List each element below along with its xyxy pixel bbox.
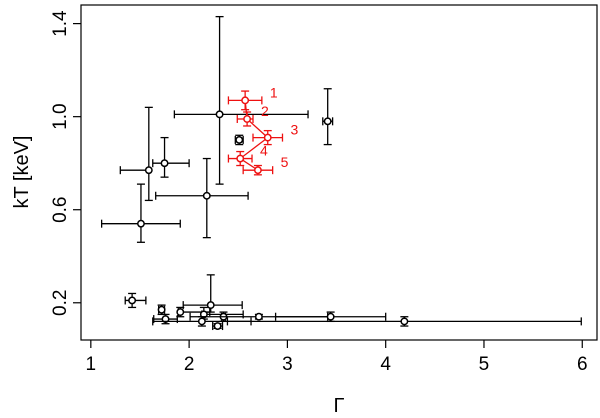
point-marker [254, 312, 263, 321]
data-point [212, 322, 224, 331]
x-axis-title: Γ [333, 395, 344, 417]
x-tick-label: 4 [380, 354, 391, 375]
point-marker [144, 166, 153, 175]
point-marker [137, 219, 145, 228]
data-point [274, 311, 387, 323]
point-marker [215, 110, 224, 119]
point-label: 1 [270, 84, 278, 100]
point-marker [197, 317, 206, 326]
y-tick-label: 0.2 [50, 290, 71, 316]
x-tick-label: 1 [86, 354, 97, 375]
point-marker [253, 166, 262, 175]
y-axis-title: kT [keV] [11, 136, 33, 209]
data-point [157, 304, 166, 316]
point-marker [236, 154, 245, 163]
data-point [100, 183, 181, 243]
point-marker [160, 159, 169, 168]
point-label: 2 [261, 103, 269, 119]
data-point [226, 316, 582, 327]
point-marker [161, 315, 170, 324]
point-label: 4 [260, 143, 268, 159]
data-point [322, 88, 334, 146]
x-tick-label: 2 [184, 354, 195, 375]
point-marker [241, 96, 250, 105]
point-label: 5 [281, 154, 289, 170]
data-point [155, 157, 249, 239]
point-marker [128, 296, 137, 305]
point-marker [176, 308, 185, 317]
point-marker [199, 310, 208, 319]
point-marker [323, 117, 332, 126]
x-tick-label: 6 [577, 354, 588, 375]
data-point [182, 274, 243, 313]
x-tick-label: 5 [479, 354, 490, 375]
data-point [234, 134, 244, 146]
point-marker [202, 191, 211, 200]
point-marker [235, 135, 244, 144]
point-marker [157, 305, 166, 314]
point-marker [326, 312, 335, 321]
data-point [173, 15, 309, 185]
data-point: 2 [236, 103, 269, 127]
data-point [189, 312, 329, 321]
y-tick-label: 0.6 [50, 197, 71, 223]
data-point [124, 292, 147, 309]
x-axis: 1 2 3 4 5 6 [86, 340, 588, 375]
plot-frame [80, 4, 598, 341]
y-axis: 0.2 0.6 1.0 1.4 [50, 10, 81, 316]
point-marker [243, 115, 252, 123]
data-point: 4 [227, 143, 268, 167]
data-point: 1 [227, 84, 278, 111]
data-point: 3 [252, 122, 298, 146]
x-tick-label: 3 [282, 354, 293, 375]
y-tick-label: 1.0 [50, 103, 71, 129]
point-label: 3 [290, 122, 298, 138]
data-point [153, 313, 178, 325]
data-point [152, 136, 190, 178]
point-marker [263, 133, 272, 142]
data-marks: 12 3 45 [100, 15, 582, 331]
data-point [119, 106, 153, 202]
point-marker [400, 317, 409, 326]
point-marker [206, 301, 215, 310]
data-point: 5 [242, 154, 289, 176]
y-tick-label: 1.4 [50, 10, 71, 37]
point-marker [213, 322, 222, 330]
